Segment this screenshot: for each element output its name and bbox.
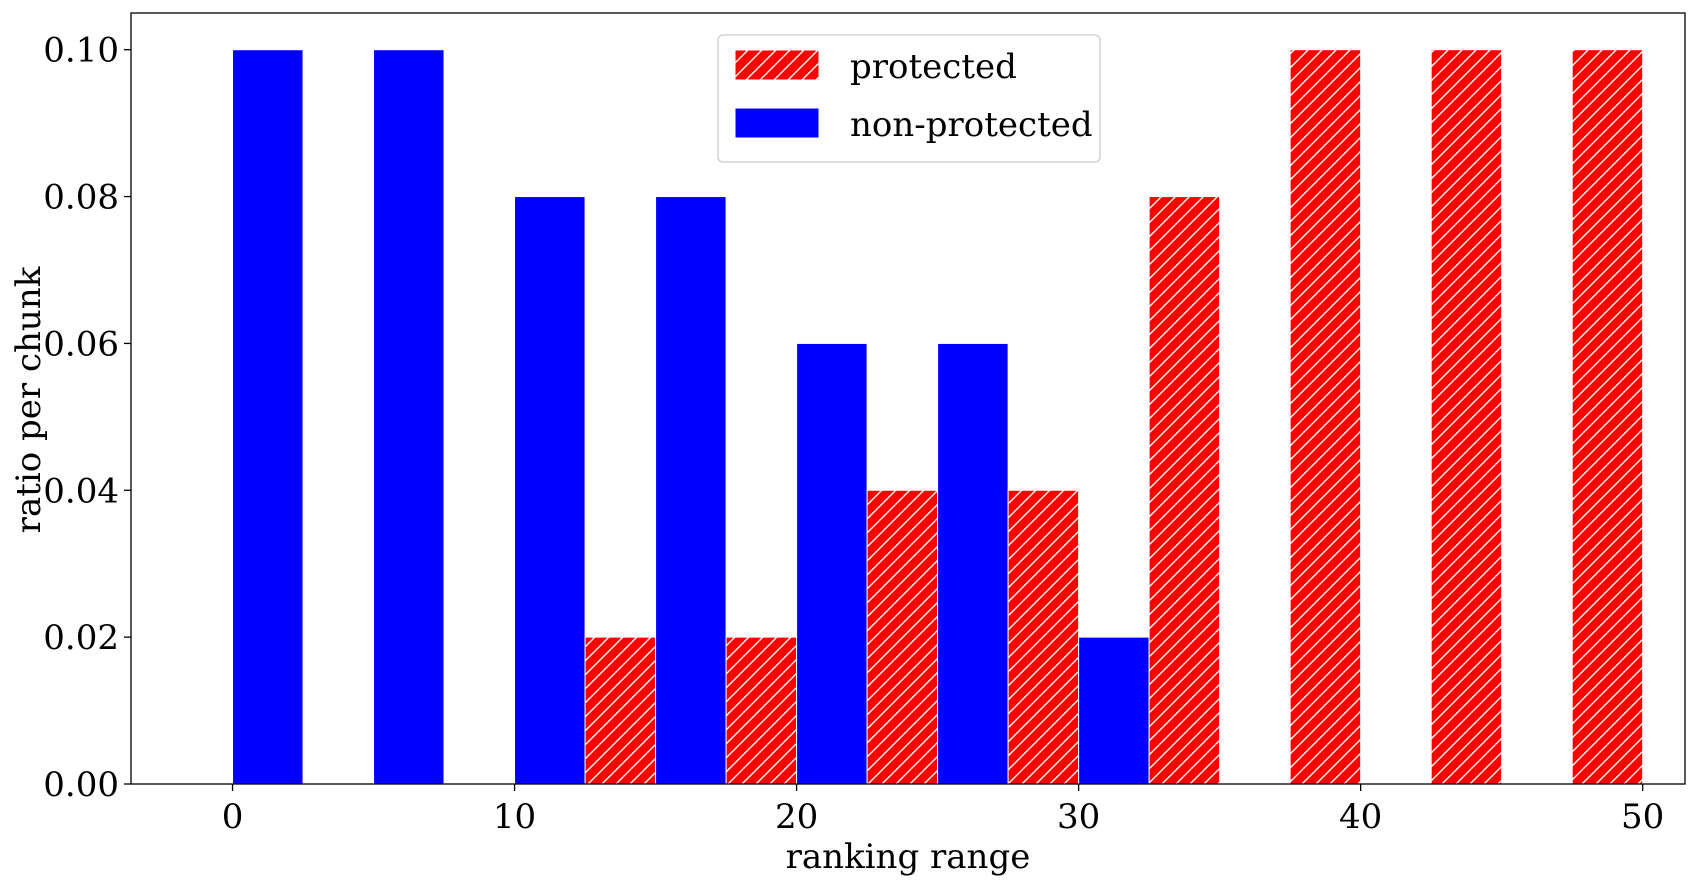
y-tick-label: 0.00 (43, 765, 119, 805)
bar-non-protected-20-25 (796, 342, 868, 785)
bar-protected-25-30 (1007, 489, 1080, 785)
bar-protected-15-20 (725, 636, 798, 785)
x-tick-label: 10 (493, 797, 536, 837)
plot-frame (130, 12, 1686, 785)
x-tick-label: 30 (1057, 797, 1100, 837)
legend-label-protected: protected (850, 47, 1017, 87)
x-tick-label: 0 (222, 797, 244, 837)
bar-protected-45-50 (1571, 49, 1644, 785)
bar-protected-30-35 (1148, 196, 1221, 785)
x-tick-label: 40 (1339, 797, 1382, 837)
bar-non-protected-5-10 (373, 49, 445, 785)
legend-swatch-protected (734, 49, 820, 81)
bar-non-protected-0-5 (232, 49, 304, 785)
bar-non-protected-10-15 (514, 196, 586, 785)
bar-non-protected-30-35 (1078, 636, 1150, 785)
y-tick-label: 0.06 (43, 324, 119, 364)
bar-non-protected-25-30 (937, 342, 1009, 785)
ticks-layer: 0 10 20 30 40 50 0.00 0.02 0.04 0.06 0.08 0.10 (43, 31, 1664, 837)
y-axis-title: ratio per chunk (9, 266, 49, 533)
bars-layer (232, 49, 1644, 785)
bar-non-protected-15-20 (655, 196, 727, 785)
legend-swatch-non-protected (734, 107, 820, 139)
bar-protected-40-45 (1430, 49, 1503, 785)
bar-protected-35-40 (1289, 49, 1362, 785)
y-tick-label: 0.10 (43, 31, 119, 71)
bar-protected-20-25 (866, 489, 939, 785)
legend: protected non-protected (717, 34, 1101, 163)
y-tick-label: 0.04 (43, 471, 119, 511)
y-tick-label: 0.08 (43, 178, 119, 218)
legend-label-non-protected: non-protected (850, 105, 1093, 145)
x-tick-label: 20 (775, 797, 818, 837)
x-axis-title: ranking range (786, 837, 1031, 877)
bar-protected-10-15 (584, 636, 657, 785)
y-tick-label: 0.02 (43, 618, 119, 658)
x-tick-label: 50 (1621, 797, 1664, 837)
